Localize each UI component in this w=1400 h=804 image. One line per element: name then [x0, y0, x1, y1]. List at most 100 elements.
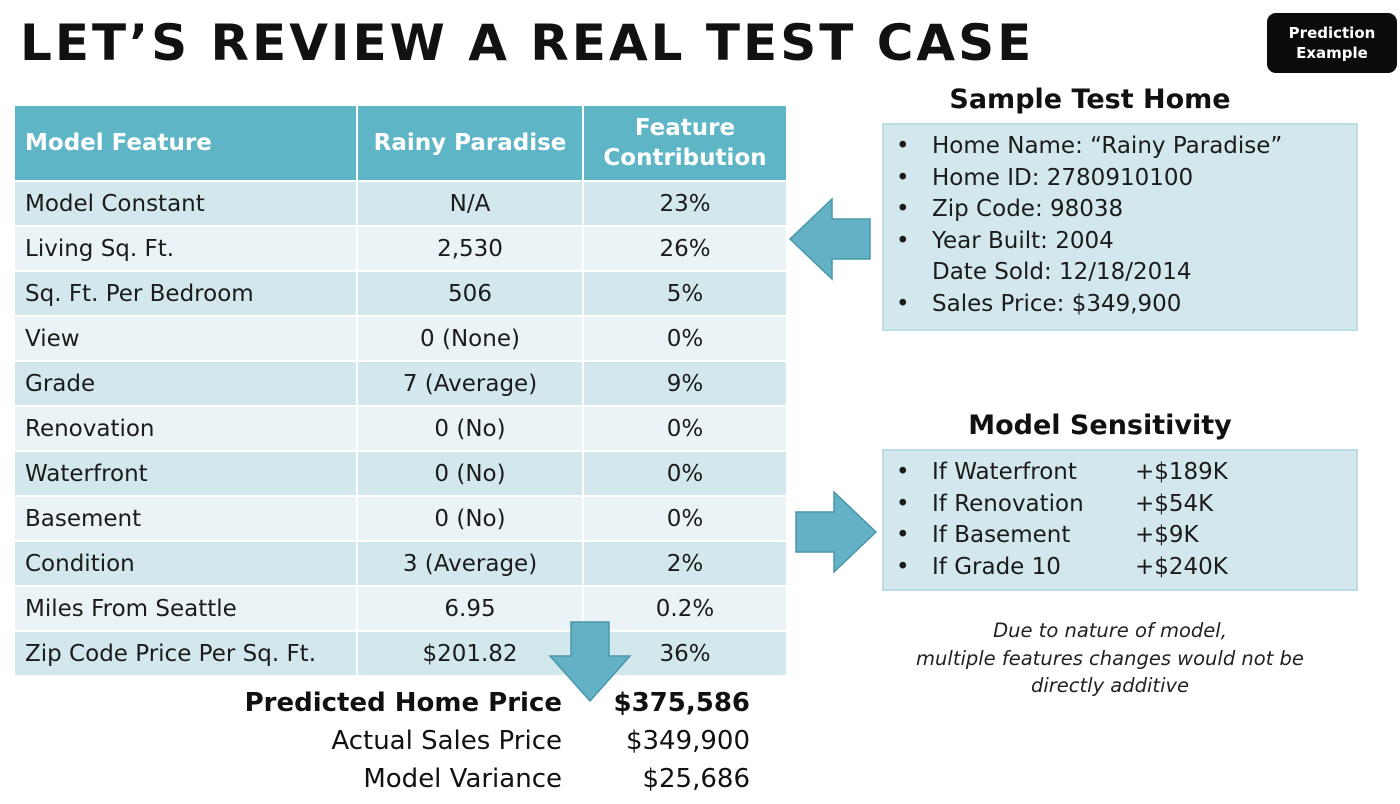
bullet: • — [896, 133, 910, 159]
list-item: • Zip Code: 98038 — [884, 194, 1356, 226]
sample-sales-price: Sales Price: $349,900 — [932, 290, 1182, 317]
page-title: LET’S REVIEW A REAL TEST CASE — [20, 14, 1035, 72]
feature-name: Renovation — [15, 406, 358, 452]
feature-value: 0 (No) — [357, 451, 584, 497]
list-item: • Home ID: 2780910100 — [884, 163, 1356, 195]
list-item: • If Renovation +$54K — [884, 489, 1356, 521]
feature-contribution: 2% — [583, 541, 786, 587]
variance-label: Model Variance — [363, 764, 562, 794]
feature-name: Basement — [15, 496, 358, 542]
table-row: Zip Code Price Per Sq. Ft. $201.82 36% — [15, 631, 786, 677]
actual-price-label: Actual Sales Price — [331, 726, 562, 756]
header-feature-contribution: Feature Contribution — [583, 106, 786, 182]
table-row: Basement 0 (No) 0% — [15, 496, 786, 542]
table-row: Sq. Ft. Per Bedroom 506 5% — [15, 271, 786, 317]
feature-name: Grade — [15, 361, 358, 407]
predicted-price-row: Predicted Home Price $375,586 — [200, 688, 760, 726]
feature-contribution: 23% — [583, 181, 786, 227]
model-sensitivity-box: • If Waterfront +$189K • If Renovation +… — [882, 449, 1358, 591]
sample-date-sold: Date Sold: 12/18/2014 — [932, 259, 1192, 286]
table-row: Waterfront 0 (No) 0% — [15, 451, 786, 497]
bullet: • — [896, 553, 910, 580]
feature-value: 0 (No) — [357, 406, 584, 452]
note-line-1: Due to nature of model, — [993, 619, 1227, 642]
bullet: • — [896, 459, 910, 485]
list-item: • Year Built: 2004 — [884, 226, 1356, 258]
list-item: • If Waterfront +$189K — [884, 457, 1356, 489]
variance-row: Model Variance $25,686 — [200, 764, 760, 802]
feature-name: Sq. Ft. Per Bedroom — [15, 271, 358, 317]
bullet: • — [896, 290, 910, 317]
actual-price-row: Actual Sales Price $349,900 — [200, 726, 760, 764]
feature-contribution: 0% — [583, 451, 786, 497]
actual-price-value: $349,900 — [625, 726, 750, 756]
bullet: • — [896, 196, 910, 223]
table-row: Renovation 0 (No) 0% — [15, 406, 786, 452]
sensitivity-value: +$9K — [1135, 522, 1199, 549]
feature-value: $201.82 — [357, 631, 584, 677]
feature-table: Model Feature Rainy Paradise Feature Cont… — [15, 106, 786, 677]
sample-zip-code: Zip Code: 98038 — [932, 196, 1124, 223]
sensitivity-label: If Grade 10 — [932, 553, 1061, 580]
list-item: • Home Name: “Rainy Paradise” — [884, 131, 1356, 163]
header-model-feature: Model Feature — [15, 106, 358, 182]
variance-value: $25,686 — [642, 764, 750, 794]
table-row: Condition 3 (Average) 2% — [15, 541, 786, 587]
note-line-3: directly additive — [1030, 674, 1190, 697]
feature-contribution: 0.2% — [583, 586, 786, 632]
feature-name: Miles From Seattle — [15, 586, 358, 632]
feature-contribution: 5% — [583, 271, 786, 317]
bullet: • — [896, 164, 910, 191]
sensitivity-value: +$54K — [1135, 490, 1214, 517]
bullet: • — [896, 522, 910, 549]
prediction-example-badge: Prediction Example — [1267, 13, 1397, 73]
feature-value: 506 — [357, 271, 584, 317]
feature-value: 6.95 — [357, 586, 584, 632]
table-row: Model Constant N/A 23% — [15, 181, 786, 227]
feature-name: Waterfront — [15, 451, 358, 497]
feature-value: 3 (Average) — [357, 541, 584, 587]
feature-contribution: 0% — [583, 406, 786, 452]
feature-name: View — [15, 316, 358, 362]
right-arrow-icon — [795, 490, 878, 574]
additivity-note: Due to nature of model, multiple feature… — [895, 617, 1325, 700]
table-header-row: Model Feature Rainy Paradise Feature Cont… — [15, 106, 786, 182]
left-arrow-icon — [788, 197, 871, 281]
feature-contribution: 0% — [583, 496, 786, 542]
predicted-price-value: $375,586 — [613, 688, 750, 718]
header-rainy-paradise: Rainy Paradise — [357, 106, 584, 182]
feature-contribution: 0% — [583, 316, 786, 362]
table-row: View 0 (None) 0% — [15, 316, 786, 362]
feature-value: 0 (None) — [357, 316, 584, 362]
sensitivity-label: If Renovation — [932, 490, 1084, 517]
predicted-price-label: Predicted Home Price — [244, 688, 562, 718]
sensitivity-label: If Waterfront — [932, 459, 1077, 485]
sensitivity-value: +$189K — [1135, 459, 1228, 485]
sensitivity-label: If Basement — [932, 522, 1071, 549]
sample-home-heading: Sample Test Home — [949, 84, 1231, 115]
table-row: Miles From Seattle 6.95 0.2% — [15, 586, 786, 632]
feature-value: 2,530 — [357, 226, 584, 272]
sample-home-name: Home Name: “Rainy Paradise” — [932, 133, 1283, 159]
sample-year-built: Year Built: 2004 — [932, 227, 1114, 254]
list-item: • If Grade 10 +$240K — [884, 552, 1356, 584]
sample-home-box: • Home Name: “Rainy Paradise” • Home ID:… — [882, 123, 1358, 331]
feature-value: 0 (No) — [357, 496, 584, 542]
feature-value: 7 (Average) — [357, 361, 584, 407]
list-item: • Sales Price: $349,900 — [884, 289, 1356, 321]
feature-contribution: 26% — [583, 226, 786, 272]
bullet: • — [896, 227, 910, 254]
badge-line-2: Example — [1296, 44, 1368, 62]
sample-home-id: Home ID: 2780910100 — [932, 164, 1194, 191]
bullet: • — [896, 490, 910, 517]
feature-contribution: 9% — [583, 361, 786, 407]
down-arrow-icon — [548, 621, 632, 703]
model-sensitivity-heading: Model Sensitivity — [968, 410, 1232, 441]
note-line-2: multiple features changes would not be — [916, 646, 1304, 670]
table-row: Grade 7 (Average) 9% — [15, 361, 786, 407]
feature-value: N/A — [357, 181, 584, 227]
badge-line-1: Prediction — [1288, 24, 1376, 42]
feature-name: Living Sq. Ft. — [15, 226, 358, 272]
sensitivity-value: +$240K — [1135, 553, 1228, 580]
feature-name: Zip Code Price Per Sq. Ft. — [15, 631, 358, 677]
